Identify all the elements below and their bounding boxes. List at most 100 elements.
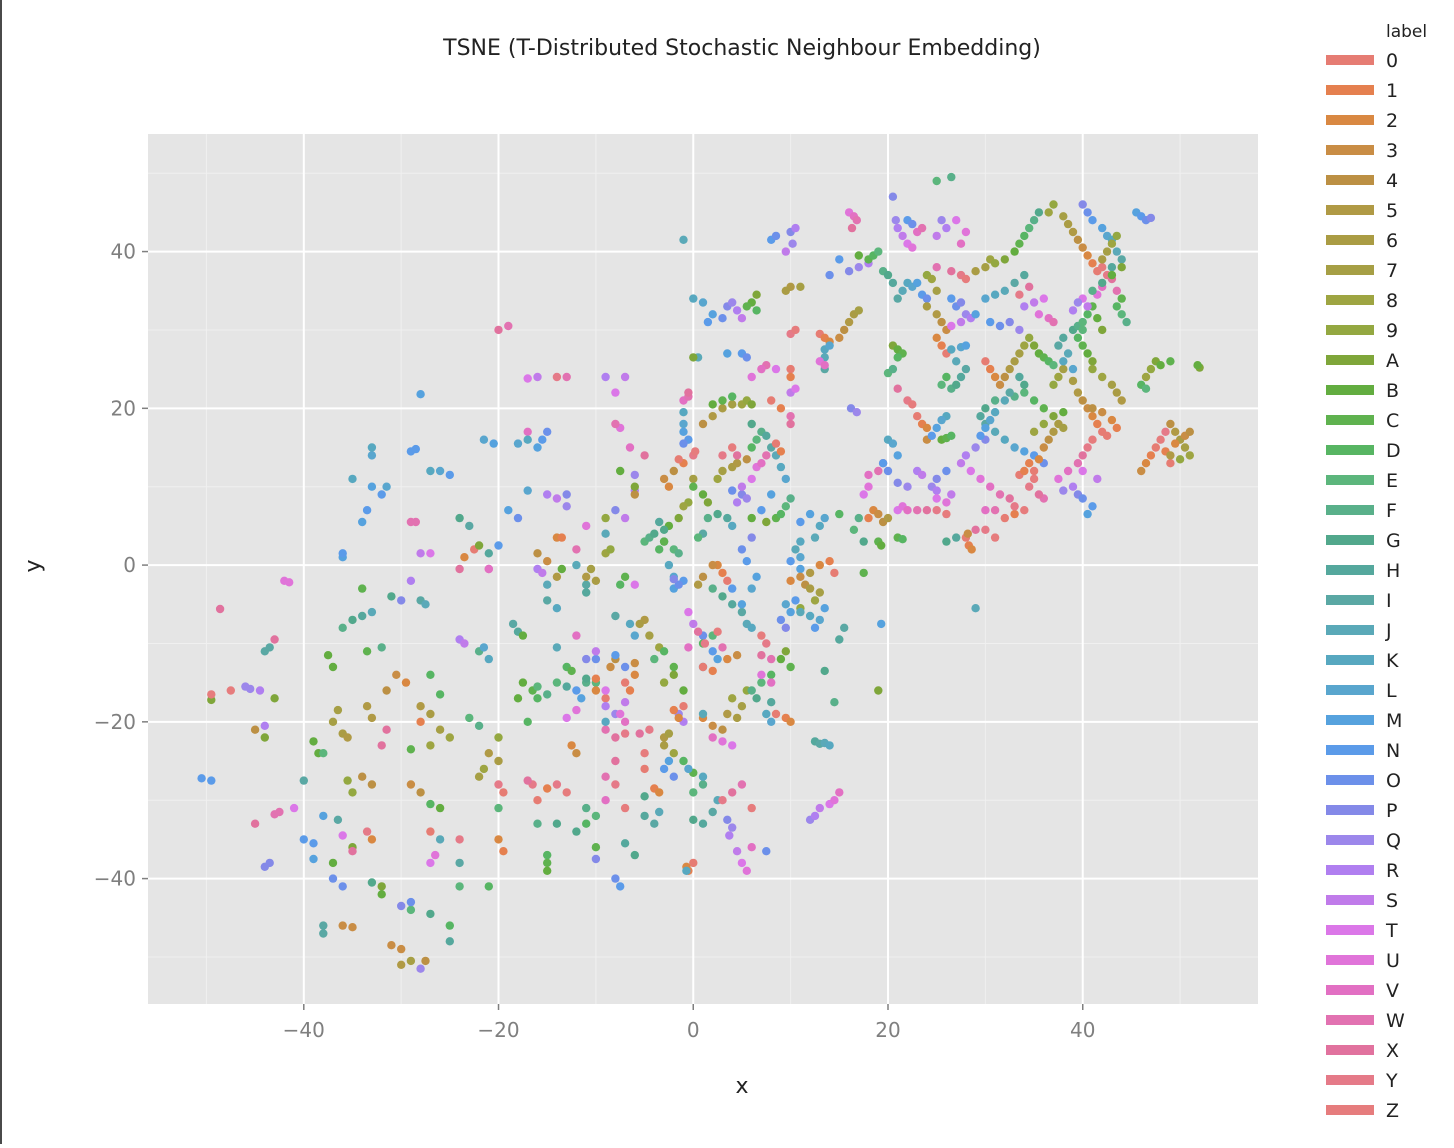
scatter-point bbox=[937, 415, 946, 425]
scatter-point bbox=[956, 298, 966, 307]
scatter-point bbox=[825, 557, 834, 566]
scatter-point bbox=[426, 549, 435, 558]
scatter-point bbox=[967, 545, 976, 554]
scatter-point bbox=[689, 474, 698, 484]
scatter-point bbox=[1059, 486, 1068, 495]
scatter-point bbox=[1010, 509, 1019, 519]
scatter-point bbox=[1068, 482, 1078, 491]
scatter-point bbox=[1112, 286, 1122, 295]
scatter-point bbox=[932, 310, 941, 319]
scatter-point bbox=[270, 694, 279, 703]
legend-swatch bbox=[1326, 145, 1374, 155]
scatter-point bbox=[747, 513, 756, 523]
legend-swatch bbox=[1326, 325, 1374, 335]
scatter-point bbox=[732, 713, 742, 723]
legend-swatch bbox=[1326, 505, 1374, 515]
scatter-point bbox=[1054, 372, 1063, 382]
scatter-point bbox=[947, 490, 956, 499]
scatter-point bbox=[835, 509, 844, 519]
scatter-point bbox=[577, 694, 586, 703]
scatter-point bbox=[1193, 361, 1202, 370]
scatter-point bbox=[1088, 412, 1097, 421]
legend-swatch bbox=[1326, 175, 1374, 185]
scatter-point bbox=[397, 901, 406, 911]
scatter-point bbox=[367, 713, 377, 723]
scatter-point bbox=[406, 745, 416, 754]
scatter-point bbox=[397, 596, 406, 605]
scatter-point bbox=[990, 533, 1000, 542]
scatter-point bbox=[854, 306, 863, 315]
scatter-point bbox=[1044, 208, 1053, 217]
scatter-point bbox=[1166, 451, 1175, 460]
scatter-point bbox=[572, 686, 581, 695]
scatter-point bbox=[737, 314, 747, 323]
legend-label: R bbox=[1386, 860, 1399, 882]
scatter-point bbox=[601, 796, 610, 805]
scatter-point bbox=[333, 705, 343, 715]
scatter-point bbox=[591, 654, 601, 664]
scatter-point bbox=[504, 321, 513, 331]
scatter-point bbox=[815, 803, 824, 813]
scatter-point bbox=[674, 513, 683, 523]
scatter-point bbox=[1010, 502, 1019, 511]
scatter-point bbox=[669, 670, 678, 679]
scatter-point bbox=[1010, 443, 1019, 452]
scatter-point bbox=[1107, 270, 1117, 280]
legend-swatch bbox=[1326, 745, 1374, 755]
scatter-point bbox=[367, 482, 377, 491]
scatter-point bbox=[932, 506, 941, 515]
scatter-point bbox=[937, 341, 946, 350]
scatter-point bbox=[747, 400, 756, 409]
scatter-point bbox=[265, 858, 274, 868]
scatter-point bbox=[358, 584, 367, 593]
scatter-point bbox=[197, 774, 206, 783]
y-axis-label: y bbox=[21, 559, 46, 572]
scatter-point bbox=[703, 317, 713, 327]
scatter-point bbox=[474, 721, 484, 730]
scatter-point bbox=[494, 541, 503, 550]
y-tick-label: −40 bbox=[94, 867, 136, 891]
scatter-point bbox=[392, 670, 401, 679]
scatter-point bbox=[835, 255, 844, 264]
scatter-point bbox=[1117, 294, 1126, 303]
scatter-point bbox=[698, 780, 708, 789]
scatter-point bbox=[820, 666, 829, 676]
scatter-point bbox=[582, 580, 591, 589]
scatter-point bbox=[309, 854, 318, 864]
scatter-point bbox=[1156, 435, 1165, 444]
scatter-point bbox=[1039, 419, 1049, 429]
scatter-point bbox=[737, 780, 747, 789]
scatter-point bbox=[864, 513, 873, 523]
legend-label: L bbox=[1386, 680, 1397, 702]
scatter-point bbox=[552, 604, 562, 613]
scatter-point bbox=[616, 709, 625, 719]
scatter-point bbox=[377, 643, 386, 652]
scatter-point bbox=[582, 521, 591, 531]
scatter-point bbox=[718, 643, 727, 652]
scatter-point bbox=[986, 415, 995, 425]
scatter-point bbox=[1005, 317, 1014, 327]
scatter-point bbox=[1073, 298, 1083, 307]
scatter-point bbox=[713, 474, 722, 484]
scatter-point bbox=[742, 557, 751, 566]
scatter-point bbox=[942, 509, 951, 519]
scatter-point bbox=[847, 223, 857, 233]
scatter-point bbox=[1059, 212, 1068, 221]
scatter-point bbox=[426, 709, 435, 719]
legend-swatch bbox=[1326, 835, 1374, 845]
scatter-point bbox=[942, 498, 951, 507]
scatter-point bbox=[494, 780, 503, 789]
scatter-point bbox=[455, 564, 464, 574]
scatter-point bbox=[630, 482, 639, 491]
scatter-point bbox=[1117, 310, 1126, 319]
scatter-point bbox=[479, 435, 489, 444]
scatter-point bbox=[805, 509, 815, 519]
scatter-point bbox=[552, 780, 562, 789]
scatter-point bbox=[718, 404, 727, 413]
scatter-point bbox=[689, 619, 698, 629]
scatter-point bbox=[786, 364, 795, 374]
scatter-point bbox=[878, 459, 888, 468]
scatter-point bbox=[708, 647, 717, 656]
scatter-point bbox=[1088, 404, 1097, 413]
